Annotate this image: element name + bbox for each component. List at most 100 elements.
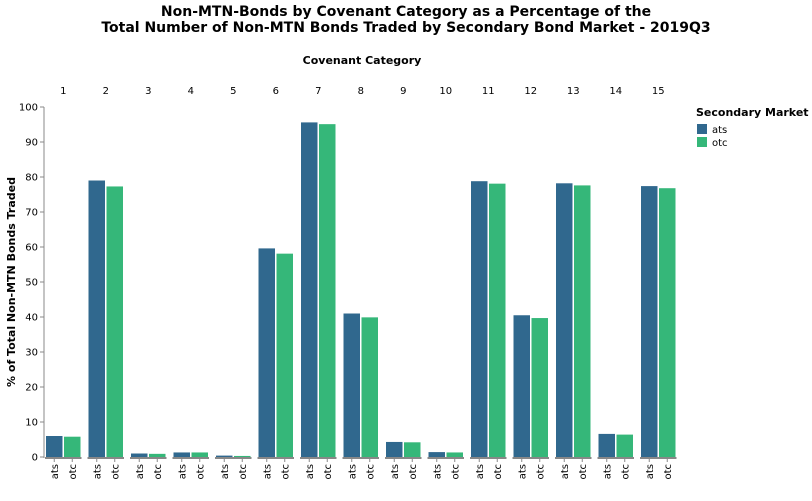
y-tick-label: 70 — [25, 208, 38, 219]
x-tick-label: otc — [68, 464, 79, 480]
x-tick-label: ats — [517, 464, 528, 479]
x-tick-label: ats — [305, 464, 316, 479]
facet-1: 1 ats otc — [45, 86, 82, 480]
chart-title-line-2: Total Number of Non-MTN Bonds Traded by … — [101, 20, 711, 36]
bar-ats-6 — [258, 248, 275, 457]
facet-15: 15 ats otc — [640, 86, 677, 480]
bar-ats-13 — [556, 183, 573, 458]
x-tick-label: ats — [177, 464, 188, 479]
bar-ats-1 — [46, 436, 63, 457]
facet-14: 14 ats otc — [597, 86, 634, 480]
facet-9: 9 ats otc — [385, 86, 422, 480]
facet-label: 12 — [524, 86, 537, 97]
facet-4: 4 ats otc — [172, 86, 209, 480]
x-tick-label: otc — [110, 464, 121, 480]
y-axis: 0 10 20 30 40 50 60 70 80 90 100 — [19, 103, 45, 464]
x-tick-label: otc — [493, 464, 504, 480]
y-tick-label: 10 — [25, 418, 38, 429]
y-tick-label: 60 — [25, 243, 38, 254]
bar-otc-1 — [64, 436, 81, 457]
bar-otc-12 — [531, 318, 548, 457]
bar-ats-8 — [343, 313, 360, 457]
bar-ats-4 — [173, 452, 190, 457]
facet-13: 13 ats otc — [555, 86, 592, 480]
bar-ats-9 — [386, 441, 403, 457]
bar-otc-7 — [319, 124, 336, 458]
legend-swatch-otc — [697, 137, 707, 147]
legend-label-ats: ats — [712, 125, 727, 136]
bar-ats-11 — [471, 181, 488, 457]
x-tick-label: ats — [50, 464, 61, 479]
bar-otc-5 — [234, 455, 251, 457]
y-tick-label: 50 — [25, 278, 38, 289]
bar-otc-14 — [616, 434, 633, 457]
bar-ats-3 — [131, 453, 148, 457]
facet-7: 7 ats otc — [300, 86, 337, 480]
x-tick-label: ats — [347, 464, 358, 479]
y-tick-label: 80 — [25, 173, 38, 184]
bar-otc-13 — [574, 185, 591, 457]
bar-otc-10 — [446, 452, 463, 457]
bar-ats-12 — [513, 315, 530, 457]
facet-label: 3 — [145, 86, 151, 97]
legend-title: Secondary Market — [696, 106, 809, 119]
facet-6: 6 ats otc — [257, 86, 294, 480]
facet-label: 8 — [358, 86, 364, 97]
x-tick-label: otc — [663, 464, 674, 480]
x-tick-label: ats — [92, 464, 103, 479]
facet-label: 14 — [609, 86, 622, 97]
bar-ats-15 — [641, 186, 658, 457]
x-tick-label: otc — [450, 464, 461, 480]
bar-ats-7 — [301, 122, 318, 458]
facet-label: 10 — [439, 86, 452, 97]
bar-otc-2 — [106, 186, 123, 457]
x-tick-label: otc — [620, 464, 631, 480]
facet-label: 15 — [652, 86, 665, 97]
facet-label: 11 — [482, 86, 495, 97]
facet-label: 6 — [273, 86, 279, 97]
x-tick-label: ats — [645, 464, 656, 479]
y-tick-label: 40 — [25, 313, 38, 324]
bar-otc-11 — [489, 183, 506, 457]
x-tick-label: ats — [475, 464, 486, 479]
x-tick-label: otc — [535, 464, 546, 480]
facet-2: 2 ats otc — [87, 86, 124, 480]
x-tick-label: ats — [262, 464, 273, 479]
x-tick-label: ats — [390, 464, 401, 479]
bar-otc-8 — [361, 317, 378, 457]
x-tick-label: otc — [323, 464, 334, 480]
bar-ats-5 — [216, 455, 233, 457]
bar-otc-4 — [191, 452, 208, 457]
bar-ats-14 — [598, 433, 615, 457]
facet-11: 11 ats otc — [470, 86, 507, 480]
legend-swatch-ats — [697, 124, 707, 134]
bar-ats-2 — [88, 180, 105, 457]
x-tick-label: otc — [153, 464, 164, 480]
facet-label: 4 — [188, 86, 194, 97]
facet-8: 8 ats otc — [342, 86, 379, 480]
y-axis-title: % of Total Non-MTN Bonds Traded — [5, 177, 18, 387]
bar-otc-3 — [149, 453, 166, 457]
y-tick-label: 0 — [32, 453, 38, 464]
chart-title-line-1: Non-MTN-Bonds by Covenant Category as a … — [160, 4, 652, 20]
legend-label-otc: otc — [712, 138, 728, 149]
x-tick-label: otc — [280, 464, 291, 480]
x-tick-label: otc — [578, 464, 589, 480]
facet-label: 7 — [315, 86, 321, 97]
facet-5: 5 ats otc — [215, 86, 252, 480]
bar-ats-10 — [428, 452, 445, 457]
bar-otc-9 — [404, 442, 421, 457]
facet-label: 9 — [400, 86, 406, 97]
y-tick-label: 90 — [25, 138, 38, 149]
bar-otc-15 — [659, 188, 676, 457]
y-tick-label: 100 — [19, 103, 38, 114]
facet-title: Covenant Category — [303, 54, 422, 67]
bar-otc-6 — [276, 253, 293, 457]
facet-label: 2 — [103, 86, 109, 97]
x-tick-label: ats — [432, 464, 443, 479]
x-tick-label: otc — [408, 464, 419, 480]
x-tick-label: otc — [365, 464, 376, 480]
facet-3: 3 ats otc — [130, 86, 167, 480]
